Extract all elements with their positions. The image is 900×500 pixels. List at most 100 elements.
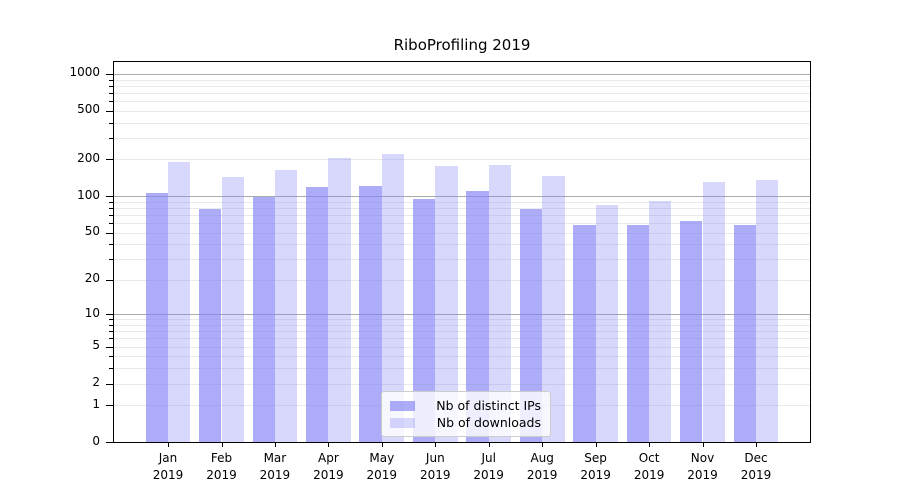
minor-gridline [114, 259, 810, 260]
y-tick-label: 10 [84, 305, 100, 320]
y-tick-mark [106, 196, 113, 198]
minor-gridline [114, 356, 810, 358]
x-tick-mark [595, 443, 597, 447]
x-tick-label: Feb 2019 [206, 451, 237, 482]
y-minor-tick-mark [109, 214, 113, 216]
y-tick-label: 50 [84, 224, 100, 238]
chart-title: RiboProfiling 2019 [393, 36, 531, 54]
x-tick-mark [542, 443, 544, 447]
minor-gridline [114, 110, 810, 112]
bar-nb-of-downloads-sep [595, 204, 618, 442]
y-tick-label: 0 [92, 433, 100, 448]
bar-nb-of-downloads-aug [542, 176, 565, 442]
x-tick-label: Jan 2019 [152, 451, 184, 482]
legend-swatch-distinct-ips [390, 400, 415, 411]
y-minor-tick-mark [109, 85, 113, 87]
bar-nb-of-distinct-ips-oct [626, 224, 650, 442]
x-tick-mark [221, 443, 223, 447]
minor-gridline [114, 214, 810, 216]
plot-area [113, 61, 811, 443]
x-tick-mark [702, 443, 704, 447]
y-minor-tick-mark [109, 338, 113, 340]
minor-gridline [114, 122, 810, 124]
major-gridline [114, 314, 810, 316]
minor-gridline [114, 383, 810, 385]
bar-nb-of-distinct-ips-aug [519, 209, 543, 442]
minor-gridline [114, 92, 810, 94]
bar-nb-of-downloads-jun [435, 166, 458, 442]
minor-gridline [114, 137, 810, 139]
legend-item-downloads: Nb of downloads [390, 415, 541, 430]
legend-swatch-downloads [390, 417, 415, 428]
minor-gridline [114, 324, 810, 326]
bar-nb-of-distinct-ips-may [359, 185, 382, 442]
y-minor-tick-mark [109, 201, 113, 203]
y-tick-mark [106, 383, 113, 385]
minor-gridline [114, 244, 810, 246]
y-minor-tick-mark [109, 319, 113, 321]
bar-nb-of-distinct-ips-mar [252, 197, 275, 442]
y-minor-tick-mark [109, 207, 113, 209]
y-minor-tick-mark [109, 122, 113, 124]
legend-label-distinct-ips: Nb of distinct IPs [436, 398, 541, 413]
y-minor-tick-mark [109, 368, 113, 370]
minor-gridline [114, 232, 810, 234]
bar-nb-of-downloads-oct [649, 200, 672, 442]
y-tick-label: 200 [77, 150, 100, 165]
x-tick-mark [168, 443, 169, 447]
x-tick-label: Oct 2019 [633, 451, 665, 482]
minor-gridline [114, 101, 810, 103]
x-tick-label: Mar 2019 [259, 451, 291, 482]
y-tick-label: 2 [92, 375, 100, 389]
y-tick-mark [106, 405, 113, 407]
bar-nb-of-downloads-may [381, 154, 405, 442]
minor-gridline [114, 319, 810, 321]
y-minor-tick-mark [109, 223, 113, 224]
x-tick-label: Jun 2019 [420, 451, 451, 482]
y-minor-tick-mark [109, 79, 113, 81]
bar-nb-of-distinct-ips-jan [145, 193, 168, 442]
x-tick-mark [435, 443, 437, 447]
x-tick-label: Jul 2019 [473, 451, 504, 482]
x-tick-mark [488, 443, 490, 447]
y-tick-label: 5 [92, 338, 100, 352]
y-tick-mark [106, 279, 113, 281]
minor-gridline [114, 201, 810, 203]
bar-nb-of-distinct-ips-jun [412, 199, 436, 442]
major-gridline [114, 73, 810, 75]
y-tick-mark [106, 346, 113, 348]
y-minor-tick-mark [109, 92, 113, 94]
bar-nb-of-distinct-ips-apr [306, 187, 329, 442]
y-tick-label: 1 [92, 396, 100, 411]
y-minor-tick-mark [109, 259, 113, 260]
x-tick-label: Apr 2019 [313, 451, 344, 482]
x-tick-mark [328, 443, 330, 447]
minor-gridline [114, 207, 810, 209]
bar-nb-of-downloads-nov [702, 182, 725, 442]
y-tick-mark [106, 159, 113, 161]
x-tick-mark [649, 443, 651, 447]
y-tick-label: 1000 [69, 65, 100, 80]
y-minor-tick-mark [109, 324, 113, 326]
minor-gridline [114, 223, 810, 224]
bar-nb-of-downloads-apr [328, 158, 351, 442]
y-tick-mark [106, 314, 113, 316]
y-tick-label: 500 [77, 102, 100, 117]
bar-nb-of-downloads-jul [488, 165, 512, 442]
bar-nb-of-distinct-ips-dec [733, 224, 756, 442]
minor-gridline [114, 346, 810, 348]
x-tick-label: Aug 2019 [526, 451, 558, 482]
bar-nb-of-distinct-ips-feb [199, 208, 222, 442]
y-minor-tick-mark [109, 137, 113, 139]
legend-item-distinct-ips: Nb of distinct IPs [390, 398, 541, 413]
y-minor-tick-mark [109, 244, 113, 246]
x-tick-mark [756, 443, 757, 447]
legend: Nb of distinct IPs Nb of downloads [381, 391, 551, 437]
legend-label-downloads: Nb of downloads [436, 415, 541, 430]
y-tick-mark [106, 232, 113, 234]
minor-gridline [114, 368, 810, 370]
bar-nb-of-distinct-ips-jul [466, 190, 489, 442]
minor-gridline [114, 338, 810, 340]
minor-gridline [114, 279, 810, 281]
